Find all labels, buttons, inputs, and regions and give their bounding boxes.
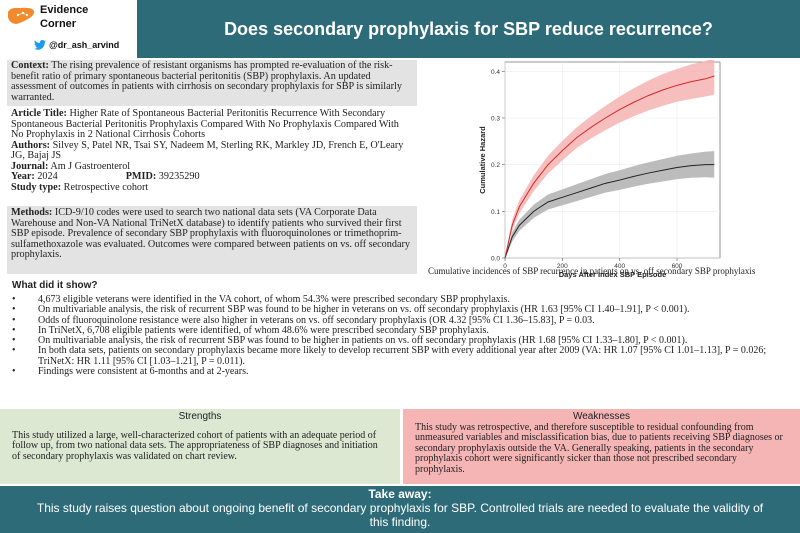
title-banner: Does secondary prophylaxis for SBP reduc…: [137, 0, 800, 58]
article-info-box: Article Title: Higher Rate of Spontaneou…: [7, 108, 417, 200]
pmid: 39235290: [156, 171, 200, 182]
finding-item: On multivariable analysis, the risk of r…: [12, 304, 792, 315]
line-series-0: [504, 164, 715, 259]
handle-text: @dr_ash_arvind: [49, 40, 120, 50]
ci-band-series-0: [505, 151, 715, 258]
authors-label: Authors:: [11, 139, 51, 151]
weaknesses-box: Weaknesses This study was retrospective,…: [403, 409, 800, 484]
study-type-label: Study type:: [11, 181, 62, 193]
twitter-handle[interactable]: @dr_ash_arvind: [34, 40, 119, 50]
y-tick-label: 0.0: [491, 256, 500, 263]
weaknesses-heading: Weaknesses: [572, 411, 631, 422]
line-series-1: [504, 75, 715, 259]
x-tick-label: 400: [614, 263, 625, 270]
takeaway-heading: Take away:: [368, 487, 432, 501]
finding-item: In both data sets, patients on secondary…: [12, 346, 792, 367]
journal: Am J Gastroenterol: [48, 160, 131, 172]
journal-label: Journal:: [11, 160, 49, 172]
cumulative-hazard-chart: 0.0 0.1 0.2 0.3 0.4 0 200 400 600 Cumulative Haza…: [422, 57, 800, 291]
x-axis-label: Days After Index SBP Episode: [559, 270, 667, 279]
takeaway-text: This study raises question about ongoing…: [36, 501, 764, 529]
findings-list: 4,673 eligible veterans were identified …: [12, 294, 792, 377]
findings-section: What did it show? 4,673 eligible veteran…: [0, 277, 800, 407]
y-axis-label: Cumulative Hazard: [478, 126, 487, 194]
brand-name: Evidence Corner: [40, 4, 89, 30]
chart-svg: 0.0 0.1 0.2 0.3 0.4 0 200 400 600 Cumulative Haza…: [478, 57, 721, 291]
twitter-icon: [34, 40, 46, 50]
x-tick-label: 600: [672, 263, 683, 270]
year-label: Year:: [11, 171, 35, 182]
strengths-box: Strengths This study utilized a large, w…: [0, 409, 400, 484]
context-box: Context: The rising prevalence of resist…: [7, 60, 417, 106]
y-tick-label: 0.1: [491, 209, 500, 216]
x-tick-label: 200: [557, 263, 568, 270]
header-brand-area: Evidence Corner @dr_ash_arvind: [0, 0, 137, 58]
methods-label: Methods:: [11, 207, 53, 218]
strengths-heading: Strengths: [178, 411, 222, 422]
study-type: Retrospective cohort: [61, 181, 149, 193]
finding-item: 4,673 eligible veterans were identified …: [12, 294, 792, 305]
ci-band-series-1: [505, 57, 715, 259]
context-label: Context:: [11, 60, 49, 71]
strengths-text: This study utilized a large, well-charac…: [12, 429, 378, 462]
finding-item: On multivariable analysis, the risk of r…: [12, 335, 792, 346]
authors: Silvey S, Patel NR, Tsai SY, Nadeem M, S…: [11, 139, 404, 161]
methods-box: Methods: ICD-9/10 codes were used to sea…: [7, 206, 417, 274]
methods-text: ICD-9/10 codes were used to search two n…: [11, 207, 410, 260]
pmid-label: PMID:: [125, 171, 157, 182]
finding-item: Odds of fluoroquinolone resistance were …: [12, 315, 792, 326]
finding-item: In TriNetX, 6,708 eligible patients were…: [12, 325, 792, 336]
liver-logo-icon: [8, 7, 35, 25]
year: 2024: [34, 171, 58, 182]
y-tick-label: 0.4: [491, 69, 500, 76]
context-text: The rising prevalence of resistant organ…: [11, 60, 402, 103]
x-tick-label: 0: [503, 263, 507, 270]
takeaway-banner: Take away: This study raises question ab…: [0, 486, 800, 533]
article-title: Higher Rate of Spontaneous Bacterial Per…: [11, 108, 399, 140]
article-title-label: Article Title:: [11, 108, 67, 119]
findings-heading: What did it show?: [12, 280, 98, 291]
weaknesses-text: This study was retrospective, and theref…: [415, 421, 783, 475]
y-tick-label: 0.2: [491, 162, 500, 169]
chart-caption: Cumulative incidences of SBP recurrence …: [428, 266, 756, 276]
finding-item: Findings were consistent at 6-months and…: [12, 366, 792, 377]
page-title: Does secondary prophylaxis for SBP reduc…: [224, 18, 713, 39]
y-tick-label: 0.3: [491, 116, 500, 123]
